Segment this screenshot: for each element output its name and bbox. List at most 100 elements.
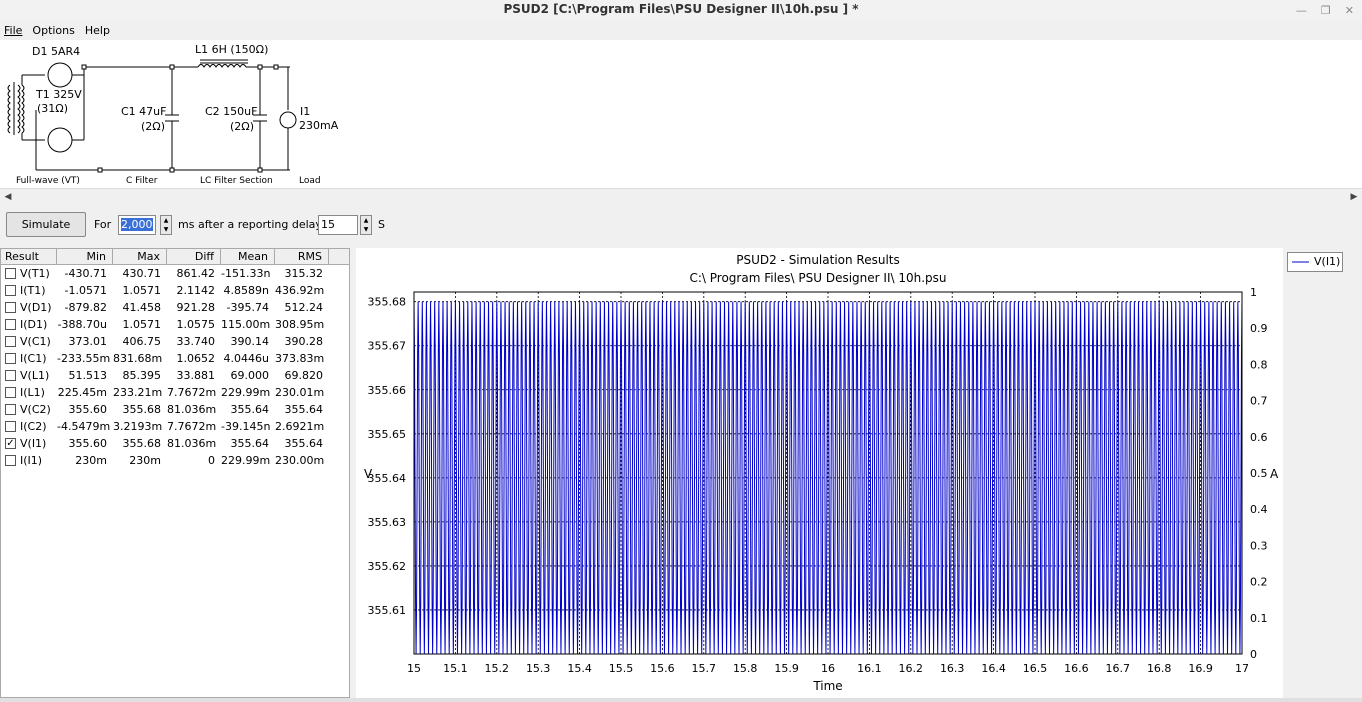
result-name: I(I1): [20, 454, 43, 467]
result-rms-cell: 230.00m: [275, 454, 325, 467]
table-row[interactable]: V(D1) -879.82 41.458 921.28 -395.74 512.24: [1, 299, 349, 316]
c1-res: (2Ω): [141, 120, 165, 133]
delay-spinner[interactable]: ▲ ▼: [360, 215, 372, 235]
result-mean-cell: 229.99m: [221, 454, 271, 467]
result-checkbox[interactable]: [5, 404, 16, 415]
transformer-primary: [7, 84, 11, 134]
result-name-cell[interactable]: I(C1): [1, 352, 57, 365]
scroll-right-icon[interactable]: ▶: [1350, 192, 1358, 202]
x-tick-label: 16.8: [1147, 662, 1172, 675]
y-tick-label: 355.63: [368, 516, 407, 529]
result-mean-cell: 390.14: [230, 335, 270, 348]
x-tick-label: 15.1: [443, 662, 468, 675]
result-name: V(C2): [20, 403, 51, 416]
table-row[interactable]: V(L1) 51.513 85.395 33.881 69.000 69.820: [1, 367, 349, 384]
duration-spinner[interactable]: ▲ ▼: [160, 215, 172, 235]
result-name: I(C2): [20, 420, 47, 433]
menu-help[interactable]: Help: [84, 23, 110, 37]
col-max[interactable]: Max: [113, 249, 167, 264]
result-rms-cell: 355.64: [284, 437, 324, 450]
result-diff-cell: 861.42: [176, 267, 216, 280]
x-tick-label: 15.8: [733, 662, 758, 675]
col-min[interactable]: Min: [57, 249, 113, 264]
simulate-button[interactable]: Simulate: [6, 212, 86, 237]
restore-icon[interactable]: ❐: [1320, 3, 1331, 17]
result-max-cell: 85.395: [122, 369, 162, 382]
result-checkbox[interactable]: [5, 421, 16, 432]
result-name: V(T1): [20, 267, 50, 280]
result-name-cell[interactable]: V(D1): [1, 301, 57, 314]
menu-file[interactable]: File: [4, 23, 23, 37]
result-name-cell[interactable]: I(D1): [1, 318, 57, 331]
table-row[interactable]: V(C1) 373.01 406.75 33.740 390.14 390.28: [1, 333, 349, 350]
result-checkbox[interactable]: [5, 455, 16, 466]
result-checkbox[interactable]: [5, 353, 16, 364]
y2-tick-label: 0.6: [1250, 431, 1268, 444]
result-checkbox[interactable]: [5, 387, 16, 398]
result-checkbox[interactable]: [5, 370, 16, 381]
result-max-cell: 1.0571: [122, 284, 162, 297]
table-row[interactable]: I(C1) -233.55m 831.68m 1.0652 4.0446u 373.83m: [1, 350, 349, 367]
result-name-cell[interactable]: I(I1): [1, 454, 57, 467]
menu-options[interactable]: Options: [32, 23, 75, 37]
result-name: V(I1): [20, 437, 47, 450]
result-name-cell[interactable]: I(C2): [1, 420, 57, 433]
result-rms-cell: 2.6921m: [275, 420, 325, 433]
l1-label: L1 6H (150Ω): [195, 43, 269, 56]
duration-input[interactable]: 2,000: [118, 215, 156, 235]
col-diff[interactable]: Diff: [167, 249, 221, 264]
x-tick-label: 16.7: [1106, 662, 1131, 675]
result-checkbox[interactable]: [5, 336, 16, 347]
col-result[interactable]: Result: [1, 249, 57, 264]
delay-input[interactable]: 15: [318, 215, 358, 235]
x-tick-label: 15.4: [567, 662, 592, 675]
transformer-res: (31Ω): [37, 102, 68, 115]
table-row[interactable]: I(D1) -388.70u 1.0571 1.0575 115.00m 308.95m: [1, 316, 349, 333]
result-max-cell: 406.75: [122, 335, 162, 348]
table-row[interactable]: I(T1) -1.0571 1.0571 2.1142 4.8589n 436.92m: [1, 282, 349, 299]
result-name-cell[interactable]: V(C2): [1, 403, 57, 416]
result-checkbox[interactable]: [5, 302, 16, 313]
result-rms-cell: 436.92m: [275, 284, 325, 297]
table-row[interactable]: V(T1) -430.71 430.71 861.42 -151.33n 315.32: [1, 265, 349, 282]
y2-tick-label: 0.8: [1250, 358, 1268, 371]
result-mean-cell: -39.145n: [221, 420, 271, 433]
load-value: 230mA: [299, 119, 339, 132]
y2-tick-label: 0.4: [1250, 503, 1268, 516]
table-row[interactable]: I(L1) 225.45m 233.21m 7.7672m 229.99m 230.01m: [1, 384, 349, 401]
legend-line: [1292, 261, 1309, 263]
result-min-cell: -430.71: [64, 267, 107, 280]
close-icon[interactable]: ✕: [1344, 3, 1354, 17]
s-label: S: [378, 218, 385, 231]
table-row[interactable]: V(C2) 355.60 355.68 81.036m 355.64 355.64: [1, 401, 349, 418]
result-checkbox[interactable]: [5, 319, 16, 330]
result-name-cell[interactable]: V(C1): [1, 335, 57, 348]
result-name-cell[interactable]: V(L1): [1, 369, 57, 382]
transformer-label: T1 325V: [36, 88, 82, 101]
chart-legend[interactable]: V(I1): [1287, 252, 1343, 272]
result-name-cell[interactable]: ✓ V(I1): [1, 437, 57, 450]
table-row[interactable]: ✓ V(I1) 355.60 355.68 81.036m 355.64 355.64: [1, 435, 349, 452]
result-name-cell[interactable]: I(T1): [1, 284, 57, 297]
result-diff-cell: 921.28: [176, 301, 216, 314]
minimize-icon[interactable]: —: [1295, 3, 1307, 17]
section-fullwave: Full-wave (VT): [16, 176, 80, 186]
table-row[interactable]: I(C2) -4.5479m 3.2193m 7.7672m -39.145n 2.692…: [1, 418, 349, 435]
table-row[interactable]: I(I1) 230m 230m 0 229.99m 230.00m: [1, 452, 349, 469]
y2-axis-label: A: [1270, 467, 1279, 481]
result-rms-cell: 512.24: [284, 301, 324, 314]
result-checkbox[interactable]: ✓: [5, 438, 16, 449]
col-mean[interactable]: Mean: [221, 249, 275, 264]
result-name: I(C1): [20, 352, 47, 365]
y2-tick-label: 1: [1250, 286, 1257, 299]
result-name-cell[interactable]: I(L1): [1, 386, 57, 399]
result-checkbox[interactable]: [5, 285, 16, 296]
result-name-cell[interactable]: V(T1): [1, 267, 57, 280]
y2-tick-label: 0.5: [1250, 467, 1268, 480]
col-rms[interactable]: RMS: [275, 249, 329, 264]
results-table: Result Min Max Diff Mean RMS V(T1) -430.7…: [0, 248, 350, 698]
schematic-hscrollbar[interactable]: ◀ ▶: [0, 188, 1362, 205]
scroll-left-icon[interactable]: ◀: [4, 192, 12, 202]
schematic-canvas[interactable]: D1 5AR4 T1 325V (31Ω) Full-wave (VT) C1 …: [0, 40, 1362, 188]
result-checkbox[interactable]: [5, 268, 16, 279]
